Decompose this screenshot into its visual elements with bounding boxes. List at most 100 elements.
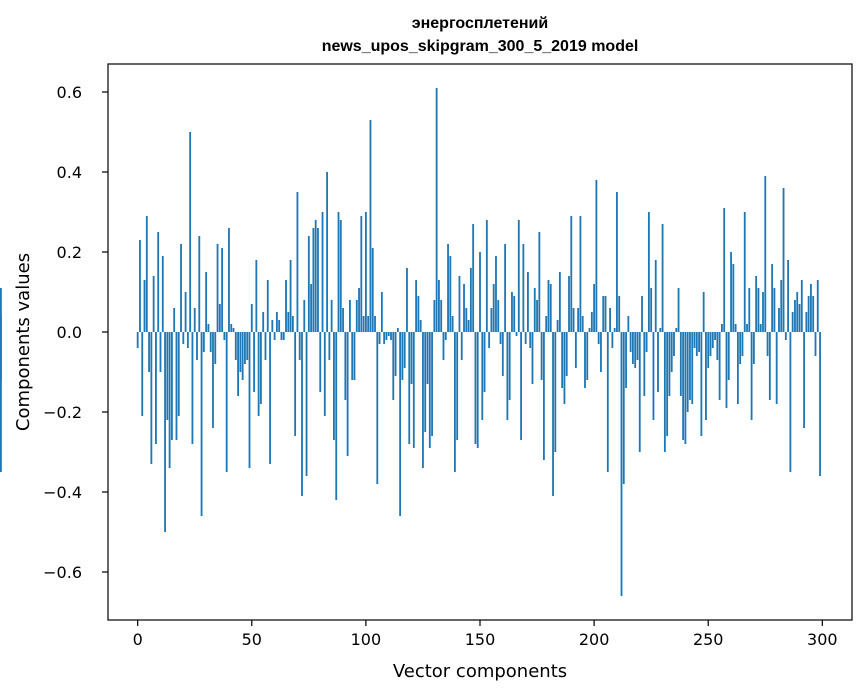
bar-71 (298, 332, 301, 360)
bar-84 (328, 332, 331, 360)
bar-141 (458, 276, 461, 332)
bar-18 (177, 332, 180, 416)
bar-166 (515, 332, 518, 336)
bar-79 (317, 228, 319, 332)
bar-38 (223, 332, 226, 340)
y-tick-label: −0.6 (43, 563, 82, 582)
bar-5 (148, 332, 150, 372)
bar-240 (684, 332, 687, 444)
bar-292 (803, 332, 805, 428)
bar-142 (460, 332, 463, 360)
y-tick-label: 0.4 (57, 163, 82, 182)
bar-undefined (0, 288, 2, 332)
bar-231 (663, 332, 666, 452)
bar-137 (449, 256, 452, 332)
bar-187 (563, 332, 566, 404)
bar-271 (755, 276, 758, 332)
bar-86 (333, 332, 335, 440)
bar-22 (186, 332, 189, 348)
bar-100 (364, 212, 367, 332)
ticks-group: 0 50 100 150 200 250 300 −0.6 −0.4 −0.2 0.0 0.2 0.4 0… (43, 83, 837, 649)
bar-8 (155, 332, 157, 444)
bar-64 (282, 332, 285, 340)
bar-29 (202, 332, 205, 352)
bar-152 (483, 332, 486, 392)
bar-20 (182, 332, 185, 344)
bar-258 (725, 332, 728, 408)
bar-277 (768, 332, 771, 400)
bar-3 (143, 280, 146, 332)
bar-72 (301, 332, 303, 496)
bar-183 (554, 332, 557, 452)
bar-262 (734, 324, 737, 332)
bar-225 (650, 288, 653, 332)
y-tick-label: 0.6 (57, 83, 82, 102)
bar-191 (572, 308, 575, 332)
bar-215 (627, 316, 630, 332)
bar-46 (241, 332, 244, 380)
bar-296 (812, 296, 815, 332)
bar-154 (488, 332, 491, 348)
bar-26 (196, 332, 198, 360)
bar-63 (280, 332, 283, 340)
bar-107 (380, 292, 383, 332)
bar-164 (511, 292, 513, 332)
bar-206 (606, 332, 609, 472)
bar-16 (173, 308, 176, 332)
bar-283 (782, 188, 785, 332)
bar-53 (257, 332, 260, 416)
bar-175 (536, 300, 538, 332)
chart-title: энергосплетений (412, 15, 548, 32)
bar-27 (198, 236, 201, 332)
bar-7 (152, 276, 155, 332)
bar-239 (682, 332, 685, 440)
bar-238 (679, 332, 682, 396)
bar-138 (451, 316, 454, 332)
bar-48 (246, 332, 249, 360)
bar-273 (759, 324, 762, 332)
bar-193 (577, 308, 580, 332)
bar-127 (426, 332, 429, 384)
bar-161 (504, 244, 507, 332)
bar-176 (538, 232, 541, 332)
bar-21 (184, 292, 187, 332)
bar-156 (492, 284, 495, 332)
y-tick-label: 0.2 (57, 243, 82, 262)
bar-85 (330, 300, 333, 332)
bar-130 (433, 300, 436, 332)
bar-280 (775, 332, 778, 404)
bar-68 (291, 316, 294, 332)
bar-56 (264, 332, 267, 360)
bar-102 (369, 120, 372, 332)
bar-74 (305, 332, 308, 476)
x-tick-label: 250 (693, 630, 724, 649)
bar-128 (428, 332, 431, 448)
bar-293 (805, 312, 808, 332)
bar-242 (689, 332, 691, 400)
bar-170 (524, 332, 527, 344)
bar-221 (641, 296, 643, 332)
bar-295 (810, 284, 812, 332)
bar-257 (723, 208, 726, 332)
bar-50 (250, 304, 253, 332)
bar-144 (465, 308, 468, 332)
bar-279 (773, 288, 776, 332)
bar-275 (764, 176, 767, 332)
bar-246 (698, 332, 701, 352)
bar-218 (634, 332, 637, 368)
bar-39 (225, 332, 228, 472)
bar-188 (565, 332, 568, 376)
bar-217 (631, 332, 634, 364)
bar-41 (230, 324, 233, 332)
bar-78 (314, 220, 317, 332)
y-axis-label: Components values (13, 253, 34, 431)
bar-233 (668, 332, 671, 396)
bar-9 (157, 232, 160, 332)
bar-17 (175, 332, 178, 440)
bar-220 (638, 332, 641, 452)
bar-251 (709, 332, 712, 356)
bar-213 (622, 332, 625, 484)
bar-undefined (0, 332, 2, 472)
bar-162 (506, 332, 509, 420)
bar-95 (353, 332, 356, 380)
